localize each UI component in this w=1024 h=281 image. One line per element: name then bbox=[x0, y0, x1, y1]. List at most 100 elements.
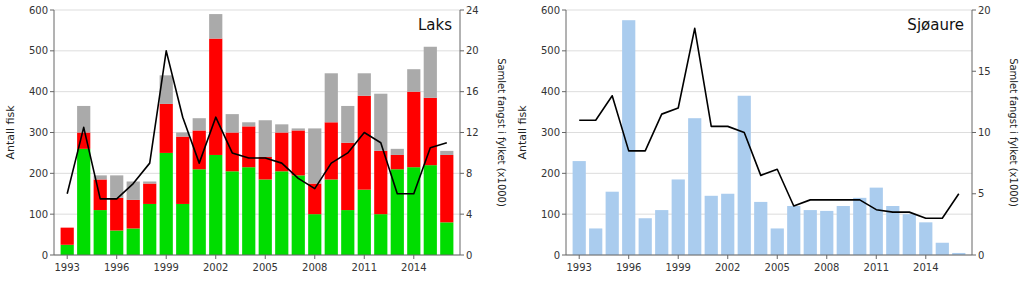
bar bbox=[176, 133, 189, 137]
y-tick bbox=[562, 10, 566, 11]
bar bbox=[341, 210, 354, 255]
bar bbox=[672, 179, 685, 255]
x-tick bbox=[628, 255, 629, 259]
y-tick-label: 600 bbox=[29, 5, 48, 16]
bar bbox=[787, 206, 800, 255]
grid-line bbox=[54, 10, 460, 11]
bar bbox=[176, 204, 189, 255]
bar bbox=[110, 198, 123, 231]
bar bbox=[292, 175, 305, 255]
grid-line bbox=[54, 50, 460, 51]
bar bbox=[754, 202, 767, 255]
y-axis-label: Antall fisk bbox=[4, 105, 17, 160]
bar bbox=[374, 214, 387, 255]
bar bbox=[292, 130, 305, 175]
y-tick bbox=[50, 214, 54, 215]
bar bbox=[209, 155, 222, 255]
bar bbox=[853, 198, 866, 255]
x-tick bbox=[116, 255, 117, 259]
x-tick bbox=[265, 255, 266, 259]
y2-tick bbox=[972, 193, 976, 194]
line bbox=[67, 51, 447, 199]
y2-tick-label: 0 bbox=[466, 250, 472, 261]
y2-tick bbox=[460, 91, 464, 92]
y2-tick-label: 20 bbox=[466, 45, 479, 56]
y2-tick bbox=[972, 71, 976, 72]
bar bbox=[804, 210, 817, 255]
y2-tick-label: 0 bbox=[978, 250, 984, 261]
bar bbox=[424, 98, 437, 165]
x-tick bbox=[166, 255, 167, 259]
y-tick-label: 300 bbox=[541, 127, 560, 138]
bar bbox=[738, 96, 751, 255]
marks bbox=[61, 14, 454, 255]
y2-tick bbox=[460, 50, 464, 51]
bar bbox=[886, 206, 899, 255]
x-tick-label: 1999 bbox=[666, 262, 691, 273]
x-tick bbox=[579, 255, 580, 259]
x-tick bbox=[364, 255, 365, 259]
y2-tick-label: 24 bbox=[466, 5, 479, 16]
bar bbox=[193, 118, 206, 130]
bar bbox=[94, 179, 107, 210]
y-tick-label: 200 bbox=[29, 168, 48, 179]
bar bbox=[242, 167, 255, 255]
bar bbox=[259, 157, 272, 179]
x-tick bbox=[67, 255, 68, 259]
bar bbox=[655, 210, 668, 255]
bar bbox=[936, 243, 949, 255]
x-tick-label: 1993 bbox=[566, 262, 591, 273]
bar bbox=[325, 73, 338, 122]
grid-line bbox=[54, 132, 460, 133]
x-tick-label: 2005 bbox=[253, 262, 278, 273]
y-tick-label: 0 bbox=[554, 250, 560, 261]
y-tick bbox=[50, 91, 54, 92]
bar bbox=[160, 104, 173, 153]
x-tick-label: 2014 bbox=[401, 262, 426, 273]
x-tick bbox=[876, 255, 877, 259]
bar bbox=[61, 245, 74, 255]
bar bbox=[259, 179, 272, 255]
x-tick bbox=[826, 255, 827, 259]
bar bbox=[259, 120, 272, 157]
bar bbox=[341, 106, 354, 143]
x-tick bbox=[727, 255, 728, 259]
bar bbox=[325, 179, 338, 255]
y2-tick bbox=[460, 255, 464, 256]
y-tick bbox=[562, 173, 566, 174]
y2-tick-label: 16 bbox=[466, 86, 479, 97]
y2-tick-label: 5 bbox=[978, 188, 984, 199]
y-tick-label: 100 bbox=[29, 209, 48, 220]
x-axis bbox=[566, 255, 972, 256]
bar bbox=[919, 222, 932, 255]
x-tick-label: 2002 bbox=[715, 262, 740, 273]
y2-tick bbox=[460, 132, 464, 133]
y2-tick-label: 20 bbox=[978, 5, 991, 16]
bar bbox=[143, 182, 156, 184]
bar bbox=[440, 155, 453, 222]
bar bbox=[391, 149, 404, 155]
y-tick bbox=[50, 132, 54, 133]
bar bbox=[127, 228, 140, 255]
bar bbox=[209, 39, 222, 155]
bar bbox=[771, 228, 784, 255]
title: Laks bbox=[418, 16, 452, 34]
bar bbox=[440, 151, 453, 155]
y-tick bbox=[50, 50, 54, 51]
x-tick bbox=[314, 255, 315, 259]
line bbox=[579, 28, 959, 218]
bar bbox=[820, 211, 833, 255]
x-tick-label: 1996 bbox=[104, 262, 129, 273]
bar bbox=[391, 169, 404, 255]
bar bbox=[61, 228, 74, 245]
bar bbox=[424, 165, 437, 255]
y2-tick bbox=[972, 10, 976, 11]
bar bbox=[275, 133, 288, 172]
marks bbox=[573, 20, 966, 255]
bar bbox=[705, 196, 718, 255]
x-tick-label: 2008 bbox=[302, 262, 327, 273]
bar bbox=[275, 124, 288, 132]
bar bbox=[424, 47, 437, 98]
bar bbox=[407, 69, 420, 91]
bar bbox=[407, 92, 420, 168]
